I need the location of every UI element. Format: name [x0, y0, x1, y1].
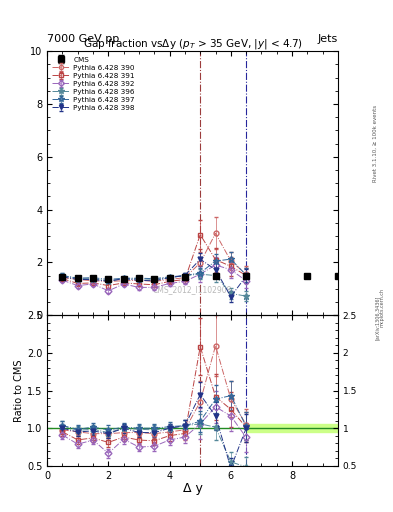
- Text: 7000 GeV pp: 7000 GeV pp: [47, 33, 119, 44]
- Text: Jets: Jets: [318, 33, 338, 44]
- Text: [arXiv:1306.3436]: [arXiv:1306.3436]: [375, 295, 380, 339]
- Text: Rivet 3.1.10, ≥ 100k events: Rivet 3.1.10, ≥ 100k events: [373, 105, 378, 182]
- Legend: CMS, Pythia 6.428 390, Pythia 6.428 391, Pythia 6.428 392, Pythia 6.428 396, Pyt: CMS, Pythia 6.428 390, Pythia 6.428 391,…: [51, 55, 136, 113]
- Title: Gap fraction vs$\Delta$y ($p_{T}$ > 35 GeV, $|y|$ < 4.7): Gap fraction vs$\Delta$y ($p_{T}$ > 35 G…: [83, 37, 303, 51]
- Text: mcplots.cern.ch: mcplots.cern.ch: [380, 288, 384, 327]
- Y-axis label: Ratio to CMS: Ratio to CMS: [14, 359, 24, 422]
- X-axis label: Δ y: Δ y: [183, 482, 202, 495]
- Text: CMS_2012_I1102908: CMS_2012_I1102908: [153, 285, 232, 294]
